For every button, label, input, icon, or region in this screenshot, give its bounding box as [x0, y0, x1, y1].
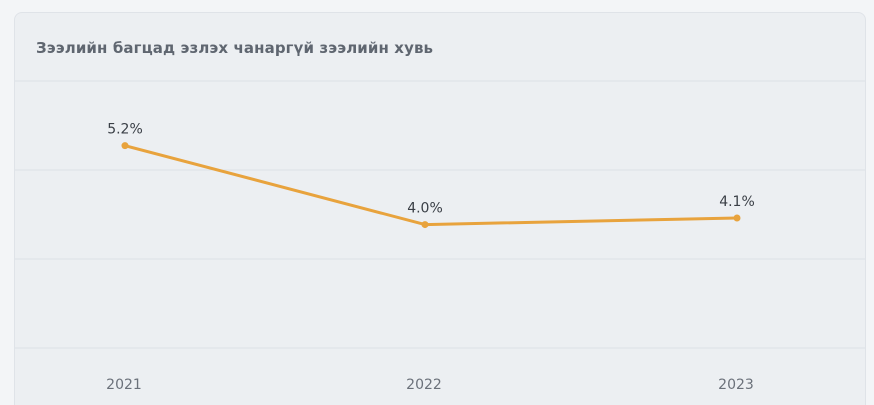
- data-point-2023: [733, 214, 741, 222]
- data-label-2022: 4.0%: [407, 201, 443, 217]
- data-label-2023: 4.1%: [719, 194, 755, 210]
- x-tick-2021: 2021: [106, 377, 142, 393]
- data-label-2021: 5.2%: [107, 122, 143, 138]
- data-point-2021: [121, 142, 129, 150]
- line-chart: 5.2% 4.0% 4.1% 2021 2022 2023: [15, 80, 865, 393]
- data-label-layer: 5.2% 4.0% 4.1%: [107, 122, 755, 217]
- x-tick-2023: 2023: [718, 377, 754, 393]
- series-layer: [121, 142, 741, 229]
- x-tick-2022: 2022: [406, 377, 442, 393]
- chart-card: Зээлийн багцад эзлэх чанаргүй зээлийн ху…: [14, 12, 866, 405]
- chart-title: Зээлийн багцад эзлэх чанаргүй зээлийн ху…: [36, 39, 434, 57]
- x-axis-ticks: 2021 2022 2023: [106, 377, 754, 393]
- grid-layer: [15, 80, 865, 349]
- data-point-2022: [421, 221, 429, 229]
